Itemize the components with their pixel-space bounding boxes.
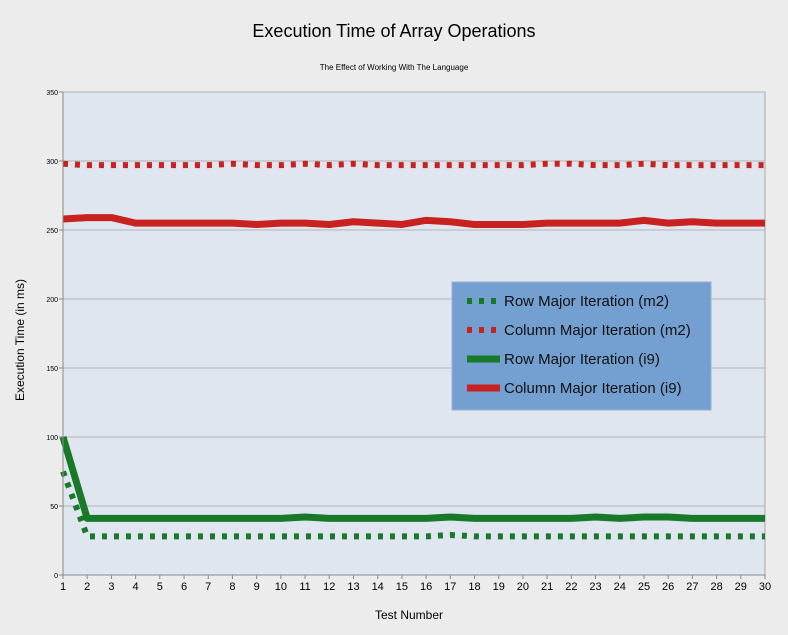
x-tick-label: 28 xyxy=(710,581,722,593)
x-tick-label: 13 xyxy=(347,581,359,593)
x-tick-label: 6 xyxy=(181,581,187,593)
chart-title: Execution Time of Array Operations xyxy=(252,21,535,41)
x-tick-label: 15 xyxy=(396,581,408,593)
x-tick-label: 5 xyxy=(157,581,163,593)
y-tick-label: 300 xyxy=(46,159,58,166)
x-tick-label: 14 xyxy=(372,581,384,593)
y-axis-label: Execution Time (in ms) xyxy=(13,279,27,401)
x-tick-label: 17 xyxy=(444,581,456,593)
legend-label: Row Major Iteration (i9) xyxy=(504,351,660,368)
x-tick-label: 4 xyxy=(133,581,139,593)
x-tick-label: 22 xyxy=(565,581,577,593)
x-tick-label: 8 xyxy=(229,581,235,593)
x-axis-label: Test Number xyxy=(375,608,443,622)
y-tick-label: 150 xyxy=(46,366,58,373)
y-tick-label: 200 xyxy=(46,297,58,304)
chart-subtitle: The Effect of Working With The Language xyxy=(320,63,469,72)
x-tick-label: 18 xyxy=(468,581,480,593)
x-tick-label: 23 xyxy=(589,581,601,593)
series-line xyxy=(59,436,765,522)
x-tick-label: 24 xyxy=(614,581,626,593)
y-tick-label: 0 xyxy=(54,573,58,580)
x-tick-label: 25 xyxy=(638,581,650,593)
series-line xyxy=(62,160,765,169)
y-tick-label: 50 xyxy=(50,504,58,511)
legend-label: Row Major Iteration (m2) xyxy=(504,293,669,310)
y-tick-label: 100 xyxy=(46,435,58,442)
legend: Row Major Iteration (m2) Column Major Ite… xyxy=(451,281,712,411)
x-tick-label: 26 xyxy=(662,581,674,593)
x-tick-label: 20 xyxy=(517,581,529,593)
y-tick-label: 250 xyxy=(46,228,58,235)
x-tick-label: 11 xyxy=(299,581,310,593)
x-tick-label: 12 xyxy=(323,581,335,593)
series-line xyxy=(62,214,765,228)
x-tick-label: 27 xyxy=(686,581,698,593)
x-tick-label: 10 xyxy=(275,581,287,593)
x-tick-label: 9 xyxy=(254,581,260,593)
x-tick-label: 30 xyxy=(759,581,771,593)
x-tick-label: 21 xyxy=(541,581,553,593)
x-tick-label: 19 xyxy=(493,581,505,593)
x-tick-label: 29 xyxy=(735,581,747,593)
legend-label: Column Major Iteration (i9) xyxy=(504,380,682,397)
legend-label: Column Major Iteration (m2) xyxy=(504,322,691,339)
x-tick-label: 16 xyxy=(420,581,432,593)
x-tick-label: 1 xyxy=(60,581,66,593)
y-tick-label: 350 xyxy=(46,90,58,97)
x-tick-label: 3 xyxy=(108,581,114,593)
series-line xyxy=(60,470,765,540)
x-tick-label: 7 xyxy=(205,581,211,593)
x-tick-label: 2 xyxy=(84,581,90,593)
